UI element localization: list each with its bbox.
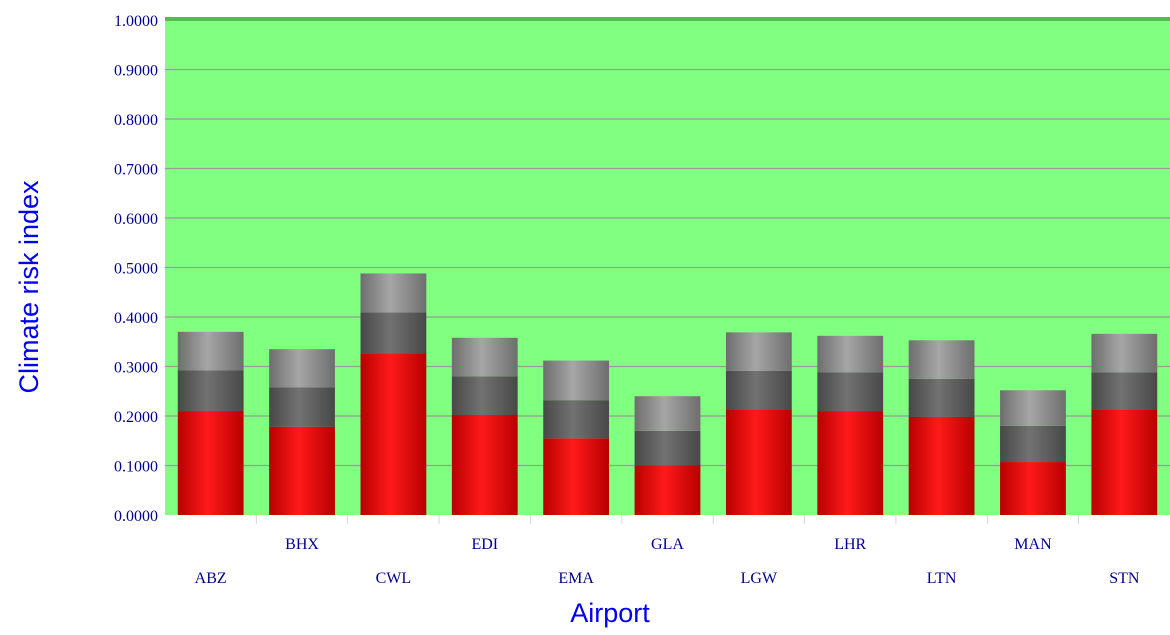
- x-tick-label: CWL: [376, 570, 412, 587]
- bar-segment-middle: [360, 312, 427, 354]
- bar-segment-bottom: [1000, 462, 1066, 515]
- y-tick-label: 0.1000: [114, 459, 158, 476]
- x-tick-label: ABZ: [195, 570, 227, 587]
- y-tick-label: 0.8000: [114, 112, 158, 129]
- bar-segment-top: [177, 331, 244, 371]
- bar-segment-bottom: [908, 416, 975, 515]
- bar-segment-bottom: [177, 411, 244, 515]
- bars: [177, 273, 1158, 515]
- y-tick-label: 0.7000: [114, 162, 158, 179]
- bar-segment-middle: [1091, 372, 1158, 410]
- bar-segment-middle: [177, 370, 244, 412]
- bar-segment-bottom: [725, 409, 792, 515]
- bar-segment-top: [817, 335, 884, 373]
- bar-segment-bottom: [451, 415, 518, 515]
- bar-segment-middle: [634, 430, 701, 466]
- bar-segment-top: [634, 396, 701, 431]
- x-tick-label: GLA: [651, 536, 684, 553]
- y-tick-label: 0.3000: [114, 360, 158, 377]
- bar-segment-top: [908, 340, 975, 379]
- y-tick-label: 0.6000: [114, 211, 158, 228]
- y-tick-label: 0.2000: [114, 409, 158, 426]
- bar-segment-bottom: [543, 438, 610, 515]
- bar-segment-top: [725, 332, 792, 371]
- y-tick-label: 0.0000: [114, 508, 158, 525]
- x-tick-label: LGW: [741, 570, 778, 587]
- x-tick-label: LHR: [834, 536, 866, 553]
- bar-segment-middle: [269, 387, 335, 427]
- bar-segment-bottom: [817, 411, 884, 515]
- bar-segment-bottom: [634, 465, 701, 515]
- bar-segment-bottom: [360, 353, 427, 515]
- x-tick-label: MAN: [1014, 536, 1052, 553]
- bar-segment-middle: [817, 372, 884, 412]
- bar-segment-bottom: [1091, 409, 1158, 515]
- x-tick-label: STN: [1109, 570, 1140, 587]
- bar-segment-top: [269, 349, 335, 388]
- x-axis-separators: [255, 515, 1080, 524]
- y-axis-ticks: 0.0000 0.1000 0.2000 0.3000 0.4000 0.5000 0.60…: [114, 13, 158, 525]
- bar-segment-middle: [1000, 425, 1066, 463]
- bar-segment-top: [451, 337, 518, 377]
- bar-segment-bottom: [269, 426, 335, 515]
- bar-segment-middle: [543, 400, 610, 439]
- x-tick-label: LTN: [927, 570, 957, 587]
- bar-segment-top: [1000, 390, 1066, 426]
- x-tick-label: EDI: [471, 536, 498, 553]
- x-axis-ticks: ABZ BHX CWL EDI EMA GLA LGW LHR LTN MAN STN: [195, 536, 1140, 587]
- x-axis-title: Airport: [570, 598, 650, 628]
- bar-segment-top: [1091, 333, 1158, 373]
- bar-segment-top: [360, 273, 427, 313]
- y-axis-title: Climate risk index: [14, 180, 44, 394]
- bar-segment-middle: [908, 378, 975, 417]
- y-tick-label: 0.5000: [114, 261, 158, 278]
- bar-segment-middle: [725, 370, 792, 410]
- bar-segment-top: [543, 360, 610, 401]
- y-tick-label: 0.4000: [114, 310, 158, 327]
- y-tick-label: 0.9000: [114, 63, 158, 80]
- bar-segment-middle: [451, 376, 518, 416]
- y-tick-label: 1.0000: [114, 13, 158, 30]
- x-tick-label: EMA: [558, 570, 594, 587]
- x-tick-label: BHX: [285, 536, 319, 553]
